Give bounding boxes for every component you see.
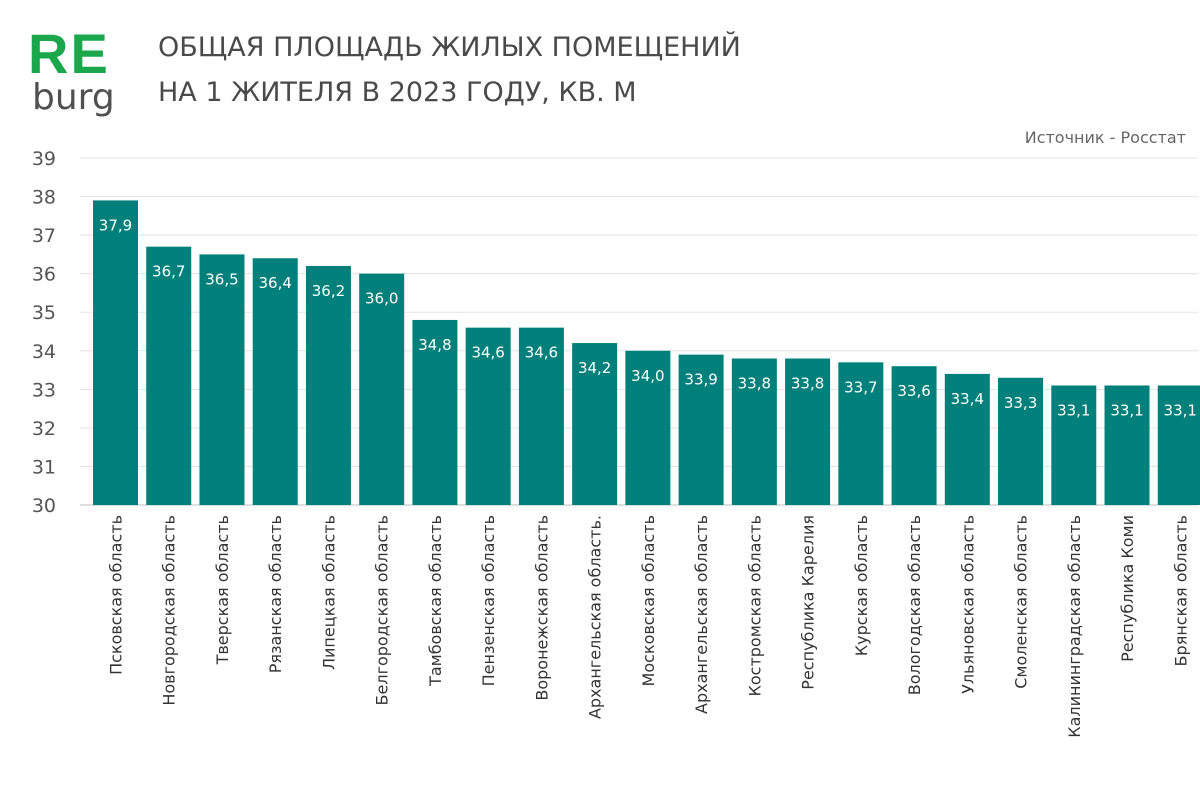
bar	[731, 358, 777, 505]
data-label: 33,8	[738, 374, 771, 392]
bar	[305, 265, 351, 505]
chart-title-line1: ОБЩАЯ ПЛОЩАДЬ ЖИЛЫХ ПОМЕЩЕНИЙ	[158, 32, 741, 63]
x-tick-label: Курская область	[852, 515, 871, 656]
data-label: 33,1	[1110, 401, 1143, 419]
bar	[944, 373, 990, 505]
bar	[891, 366, 937, 505]
bar	[1157, 385, 1200, 505]
x-tick-label: Архангельская область.	[586, 515, 605, 719]
logo-burg: burg	[32, 77, 115, 118]
x-tick-label: Новгородская область	[160, 515, 179, 706]
data-label: 37,9	[99, 216, 132, 234]
y-tick-label: 33	[32, 379, 56, 401]
y-tick-label: 37	[32, 225, 56, 247]
y-tick-label: 38	[32, 187, 56, 209]
x-tick-label: Брянская область	[1171, 515, 1190, 666]
bar	[146, 246, 192, 505]
data-label: 34,2	[578, 359, 611, 377]
y-tick-label: 30	[32, 495, 56, 517]
x-tick-label: Костромская область	[745, 515, 764, 697]
y-tick-label: 36	[32, 264, 56, 286]
bar	[838, 362, 884, 505]
data-label: 33,4	[951, 390, 984, 408]
bar	[93, 200, 138, 505]
x-tick-label: Псковская область	[107, 515, 126, 675]
bar	[625, 350, 671, 505]
data-label: 33,3	[1004, 394, 1037, 412]
y-tick-label: 35	[32, 302, 56, 324]
bar	[252, 258, 298, 505]
x-tick-label: Тверская область	[213, 515, 232, 665]
x-tick-label: Смоленская область	[1012, 515, 1031, 689]
bar	[518, 327, 564, 505]
bar	[1051, 385, 1097, 505]
x-tick-label: Вологодская область	[905, 515, 924, 695]
x-tick-label: Ульяновская область	[958, 515, 977, 694]
bar	[678, 354, 724, 505]
chart-title-line2: НА 1 ЖИТЕЛЯ В 2023 ГОДУ, КВ. М	[158, 77, 637, 108]
data-label: 36,4	[259, 274, 292, 292]
bar	[785, 358, 831, 505]
x-tick-label: Республика Карелия	[799, 515, 818, 690]
bar	[412, 319, 458, 505]
x-tick-label: Воронежская область	[532, 515, 551, 701]
data-label: 36,0	[365, 290, 398, 308]
bar	[465, 327, 511, 505]
y-tick-label: 34	[32, 341, 56, 363]
x-tick-label: Рязанская область	[266, 515, 285, 673]
data-label: 36,7	[152, 263, 185, 281]
bar	[199, 254, 245, 505]
data-label: 36,2	[312, 282, 345, 300]
x-tick-label: Архангельская область	[692, 515, 711, 714]
data-label: 33,9	[684, 371, 717, 389]
data-label: 36,5	[205, 270, 238, 288]
x-tick-label: Калининградская область	[1065, 515, 1084, 738]
data-label: 33,1	[1164, 401, 1197, 419]
x-tick-label: Московская область	[639, 515, 658, 686]
data-label: 33,6	[897, 382, 930, 400]
bar	[572, 343, 618, 505]
data-label: 34,6	[471, 344, 504, 362]
y-tick-label: 31	[32, 456, 56, 478]
data-label: 33,7	[844, 378, 877, 396]
y-tick-label: 39	[32, 148, 56, 170]
bar	[1104, 385, 1150, 505]
data-label: 34,0	[631, 367, 664, 385]
data-label: 33,8	[791, 374, 824, 392]
data-label: 34,6	[525, 344, 558, 362]
bar	[359, 273, 405, 505]
data-label: 34,8	[418, 336, 451, 354]
x-tick-label: Липецкая область	[319, 515, 338, 670]
x-tick-label: Белгородская область	[373, 515, 392, 705]
y-tick-label: 32	[32, 418, 56, 440]
data-label: 33,1	[1057, 401, 1090, 419]
bar	[998, 377, 1044, 505]
logo-re: RE	[28, 22, 110, 85]
x-tick-label: Республика Коми	[1118, 515, 1137, 662]
x-tick-label: Тамбовская область	[426, 515, 445, 687]
source-note: Источник - Росстат	[1024, 128, 1186, 147]
x-tick-label: Пензенская область	[479, 515, 498, 686]
